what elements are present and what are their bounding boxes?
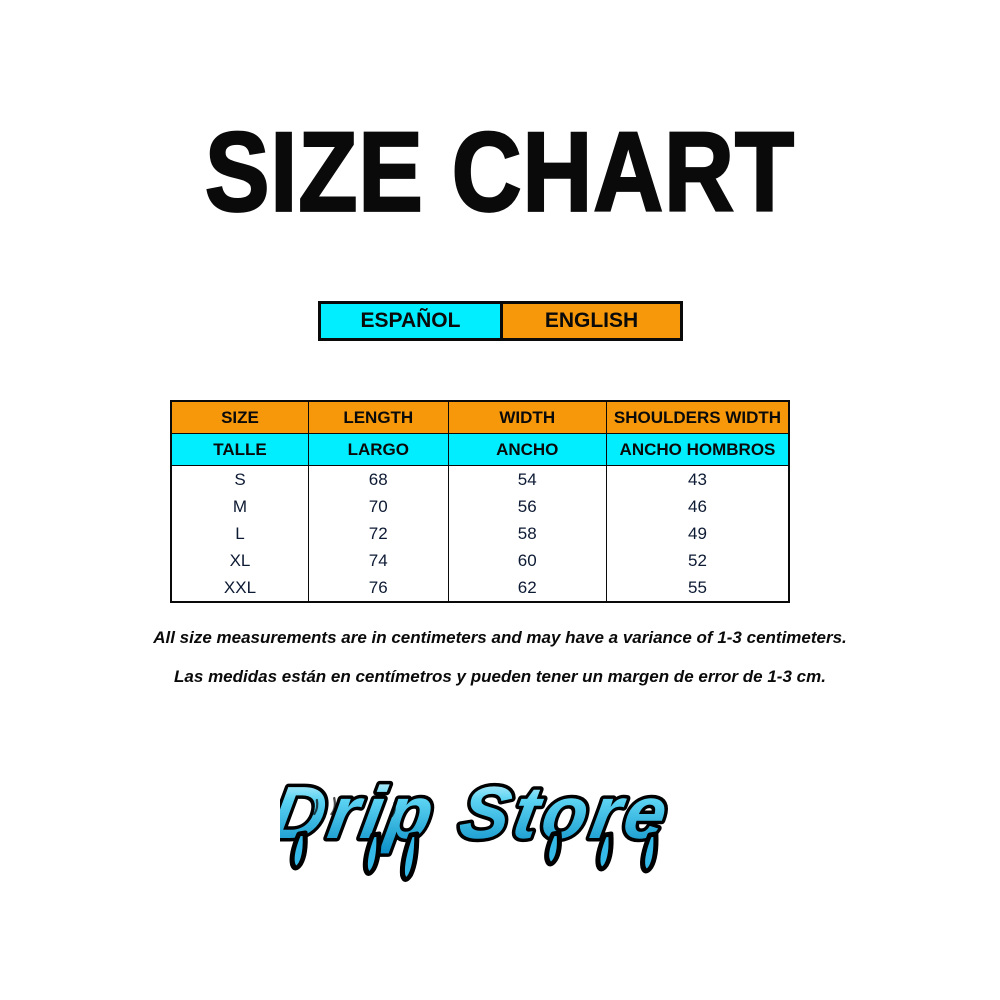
svg-text:Drip Store: Drip Store (280, 771, 678, 854)
